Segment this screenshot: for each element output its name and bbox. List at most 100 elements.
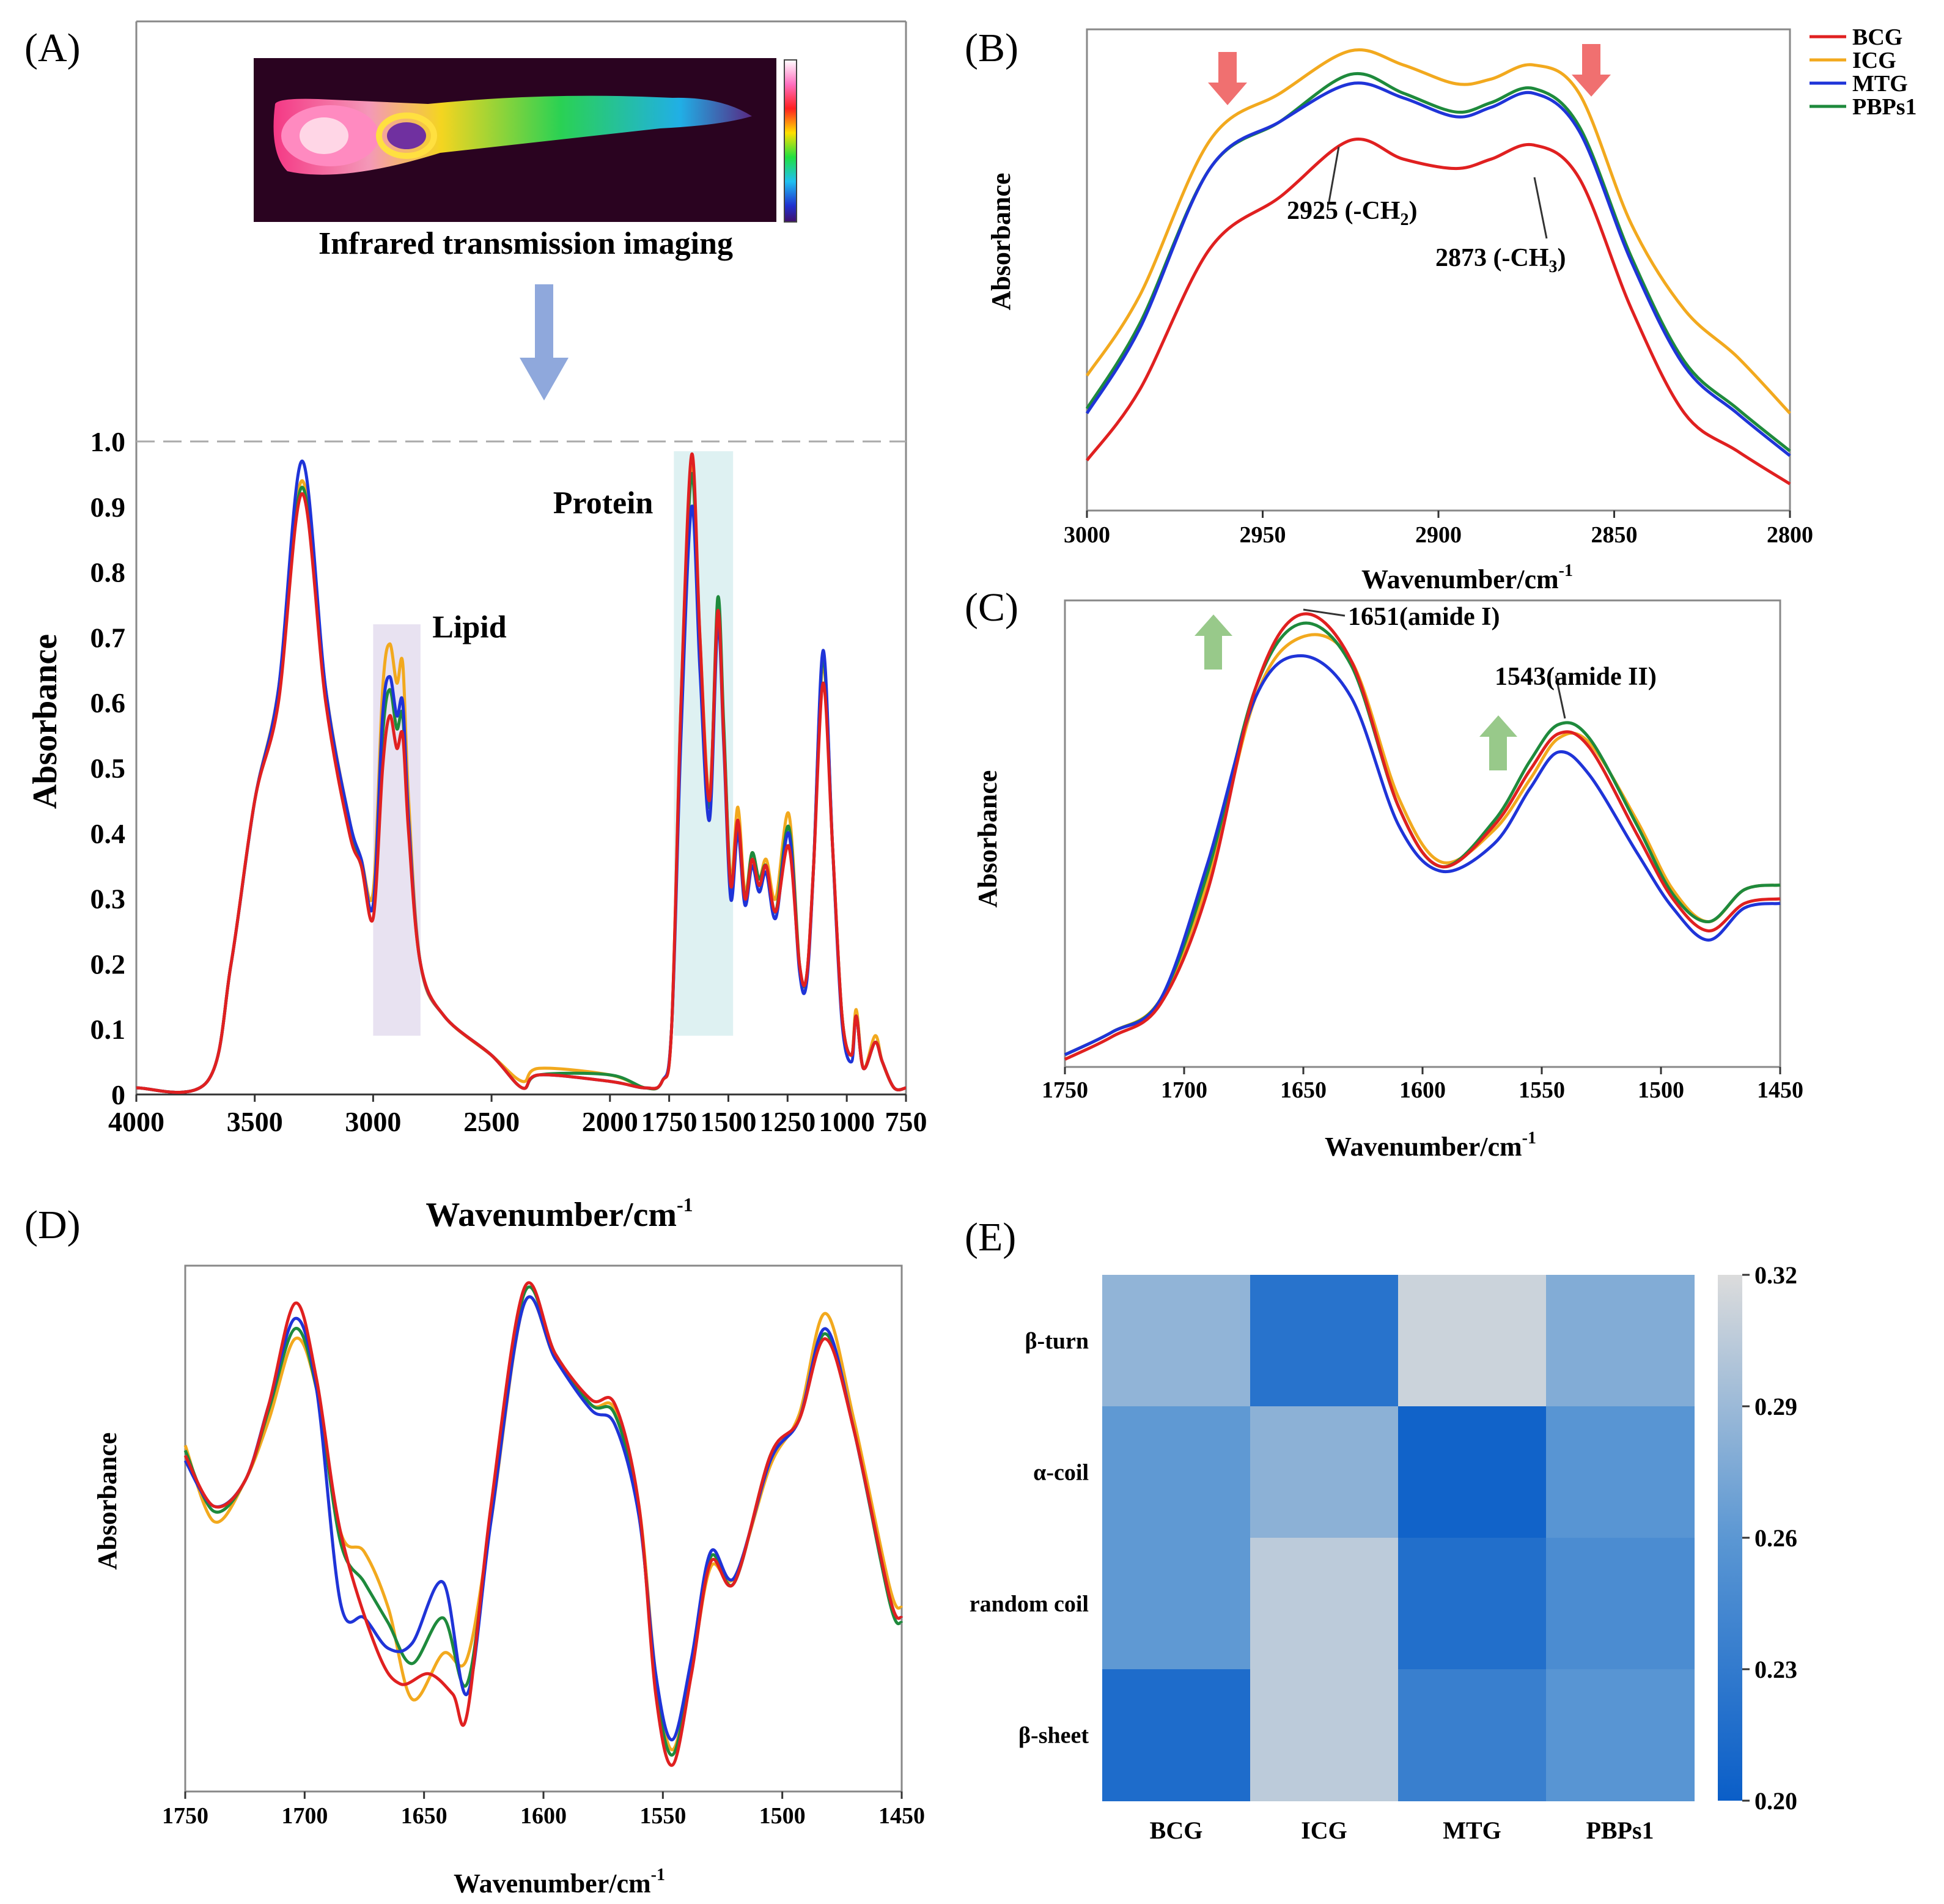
y-tick-label: 0.3 [90, 884, 126, 915]
x-tick-label: 1600 [520, 1803, 567, 1829]
series-line-icg [1085, 48, 1791, 415]
heatmap-cell [1546, 1669, 1695, 1801]
heatmap-cell [1398, 1538, 1547, 1670]
x-tick-label: 3000 [1064, 522, 1110, 548]
down-arrow-icon-left [1208, 52, 1247, 105]
y-tick-label: 0.2 [90, 948, 126, 980]
legend-label-icg: ICG [1852, 48, 1896, 73]
colorbar-tick-label: 0.32 [1754, 1261, 1797, 1289]
heatmap-cell [1102, 1406, 1251, 1538]
x-tick-label: 1550 [1519, 1077, 1565, 1103]
colorbar [1718, 1275, 1742, 1801]
x-tick-label: 2900 [1415, 522, 1462, 548]
heatmap-cell [1398, 1406, 1547, 1538]
y-tick-label: 0.6 [90, 687, 126, 718]
x-tick-label: 1450 [1757, 1077, 1803, 1103]
y-axis-title: Absorbance [973, 770, 1003, 908]
colorbar-tick-label: 0.23 [1754, 1656, 1797, 1683]
up-arrow-icon-left [1195, 614, 1232, 670]
imaging-caption: Infrared transmission imaging [318, 226, 733, 261]
y-tick-label: 0.5 [90, 753, 126, 784]
x-tick-label: 1500 [700, 1106, 756, 1137]
colorbar-tick-label: 0.26 [1754, 1524, 1797, 1552]
series-line-bcg [136, 452, 907, 1094]
panel-c-label: (C) [965, 585, 1018, 630]
y-tick-label: 1.0 [90, 426, 126, 457]
series-line-bcg [183, 1281, 904, 1767]
y-axis-title: Absorbance [92, 1433, 122, 1570]
heatmap-row-label: α-coil [1033, 1460, 1089, 1486]
peak-label-1543: 1543(amide II) [1495, 663, 1657, 691]
legend-label-bcg: BCG [1852, 24, 1902, 50]
protein-label: Protein [553, 485, 654, 520]
heatmap-cell [1546, 1406, 1695, 1538]
x-tick-label: 1000 [819, 1106, 875, 1137]
heatmap-column-label: PBPs1 [1586, 1817, 1654, 1844]
peak-label-1651: 1651(amide I) [1348, 603, 1500, 631]
x-tick-label: 1500 [759, 1803, 806, 1829]
x-tick-label: 1750 [641, 1106, 698, 1137]
y-tick-label: 0.8 [90, 557, 126, 588]
heatmap-cell [1102, 1275, 1251, 1407]
heatmap-column-label: ICG [1301, 1817, 1347, 1844]
panel-a-label: (A) [24, 26, 81, 70]
heatmap-cell [1102, 1669, 1251, 1801]
y-tick-label: 0.7 [90, 622, 126, 653]
y-axis-title: Absorbance [986, 173, 1016, 311]
x-tick-label: 3500 [227, 1106, 283, 1137]
lipid-label: Lipid [432, 610, 506, 644]
y-tick-label: 0.4 [90, 818, 126, 849]
plot-frame [1064, 599, 1781, 1068]
heatmap-column-label: BCG [1150, 1817, 1203, 1844]
heatmap-cell [1546, 1538, 1695, 1670]
colorbar-tick-label: 0.20 [1754, 1787, 1797, 1815]
x-axis-title: Wavenumber/cm-1 [1361, 561, 1573, 594]
panel-d-label: (D) [24, 1203, 81, 1247]
x-tick-label: 4000 [108, 1106, 164, 1137]
panel-b: 3000 2950 2900 2850 2800 2925 (-CH2) 2873 (-… [986, 24, 1917, 594]
panel-d: 1750 1700 1650 1600 1550 1500 1450 Wavenumber/… [92, 1264, 925, 1898]
x-tick-label: 1250 [759, 1106, 816, 1137]
heatmap-cell [1102, 1538, 1251, 1670]
series-line-bcg [1086, 138, 1791, 485]
legend-label-mtg: MTG [1852, 71, 1908, 97]
x-axis-title: Wavenumber/cm-1 [425, 1194, 693, 1234]
down-arrow-icon-right [1572, 44, 1611, 97]
down-arrow-icon [520, 284, 569, 400]
x-tick-label: 1600 [1399, 1077, 1446, 1103]
x-tick-label: 1700 [1161, 1077, 1207, 1103]
heatmap-cell [1250, 1669, 1399, 1801]
infrared-image [254, 58, 797, 223]
heatmap-row-label: β-sheet [1018, 1723, 1089, 1749]
heatmap-column-label: MTG [1443, 1817, 1501, 1844]
heatmap-row-label: random coil [970, 1592, 1089, 1617]
up-arrow-icon-right [1479, 715, 1517, 770]
heatmap-cell [1398, 1669, 1547, 1801]
panel-a: Infrared transmission imaging Lipid Prot… [26, 20, 927, 1234]
y-tick-label: 0 [111, 1079, 125, 1110]
heatmap-cell [1250, 1538, 1399, 1670]
x-tick-label: 2000 [582, 1106, 638, 1137]
series-line-pbps1 [136, 471, 907, 1094]
series-line-pbps1 [1064, 621, 1781, 1057]
legend-label-pbps1: PBPs1 [1852, 94, 1917, 120]
series-line-icg [1064, 633, 1781, 1057]
x-tick-label: 1650 [1280, 1077, 1327, 1103]
heatmap-cell [1546, 1275, 1695, 1407]
y-axis-title: Absorbance [26, 634, 64, 809]
x-axis-title: Wavenumber/cm-1 [1325, 1129, 1536, 1162]
series-line-mtg [1064, 654, 1781, 1057]
series-line-mtg [136, 459, 907, 1094]
x-tick-label: 1500 [1638, 1077, 1684, 1103]
panel-e-label: (E) [965, 1215, 1016, 1260]
x-tick-label: 750 [885, 1106, 927, 1137]
x-tick-label: 2850 [1591, 522, 1638, 548]
x-tick-label: 1550 [639, 1803, 686, 1829]
panel-e: β-turn α-coil random coil β-sheet BCG ICG MTG P… [970, 1261, 1797, 1844]
y-tick-label: 0.1 [90, 1014, 126, 1045]
x-tick-label: 2800 [1767, 522, 1813, 548]
x-tick-label: 1450 [878, 1803, 925, 1829]
peak-label-2925: 2925 (-CH2) [1287, 197, 1417, 229]
series-line-mtg [183, 1295, 904, 1741]
